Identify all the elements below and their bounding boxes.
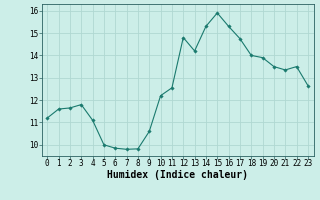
X-axis label: Humidex (Indice chaleur): Humidex (Indice chaleur) xyxy=(107,170,248,180)
